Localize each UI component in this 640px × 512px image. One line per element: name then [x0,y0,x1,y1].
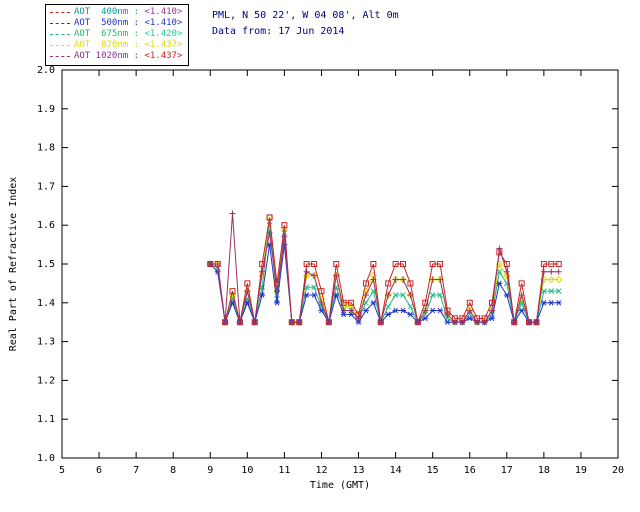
x-tick-label: 16 [464,465,476,476]
y-tick-label: 1.2 [37,375,55,386]
legend-separator: : [128,18,145,28]
legend-separator: : [128,51,145,61]
y-axis: 1.0 1.1 1.2 1.3 1.4 1.5 1.6 1.7 1.8 1.9 2.0 [37,65,618,464]
y-tick-label: 1.6 [37,220,55,231]
legend-value: <1.420> [144,29,183,39]
station-header: PML, N 50 22', W 04 08', Alt 0m Data fro… [212,8,399,40]
legend-item-1020nm: AOT 1020nm : <1.437> [50,51,182,62]
legend-line-sample [50,12,70,13]
x-axis: 5 6 7 8 9 10 11 12 13 14 15 16 17 18 19 20 [59,70,624,476]
legend-line-sample [50,56,70,57]
legend-value: <1.437> [144,40,183,50]
x-tick-label: 19 [575,465,587,476]
y-tick-label: 1.9 [37,104,55,115]
legend-separator: : [128,29,145,39]
y-tick-label: 1.1 [37,414,55,425]
x-tick-label: 18 [538,465,550,476]
x-tick-label: 8 [170,465,176,476]
x-tick-label: 10 [241,465,253,476]
data-date: Data from: 17 Jun 2014 [212,26,345,37]
legend-label: AOT 400nm [74,7,129,17]
legend-label: AOT 500nm [74,18,129,28]
y-tick-label: 1.3 [37,337,55,348]
legend-line-sample [50,23,70,24]
legend-value: <1.437> [144,51,183,61]
x-tick-label: 13 [353,465,365,476]
x-tick-label: 7 [133,465,139,476]
x-tick-label: 20 [612,465,624,476]
x-tick-label: 11 [278,465,290,476]
legend-separator: : [128,40,145,50]
legend-label: AOT 675nm [74,29,129,39]
station-location: PML, N 50 22', W 04 08', Alt 0m [212,10,399,21]
y-tick-label: 1.5 [37,259,55,270]
y-tick-label: 1.0 [37,453,55,464]
x-tick-label: 6 [96,465,102,476]
y-axis-label: Real Part of Refractive Index [8,177,19,352]
x-tick-label: 14 [390,465,402,476]
y-tick-label: 1.8 [37,143,55,154]
legend-item-400nm: AOT 400nm : <1.410> [50,7,182,18]
legend-line-sample [50,45,70,46]
legend-separator: : [128,7,145,17]
legend-line-sample [50,34,70,35]
legend-value: <1.410> [144,7,183,17]
y-tick-label: 1.4 [37,298,55,309]
x-tick-label: 9 [207,465,213,476]
x-tick-label: 17 [501,465,513,476]
x-tick-label: 12 [315,465,327,476]
legend-item-675nm: AOT 675nm : <1.420> [50,29,182,40]
plot-frame [61,69,619,459]
y-tick-label: 1.7 [37,181,55,192]
legend-item-870nm: AOT 870nm : <1.437> [50,40,182,51]
legend-box: AOT 400nm : <1.410> AOT 500nm : <1.410> … [45,4,190,66]
legend-label: AOT 1020nm [74,51,129,61]
x-tick-label: 15 [427,465,439,476]
series-aot-1020nm [207,210,562,326]
legend-value: <1.410> [144,18,183,28]
legend-item-500nm: AOT 500nm : <1.410> [50,18,182,29]
y-tick-label: 2.0 [37,65,55,76]
x-axis-label: Time (GMT) [310,480,370,491]
x-tick-label: 5 [59,465,65,476]
legend-label: AOT 870nm [74,40,129,50]
